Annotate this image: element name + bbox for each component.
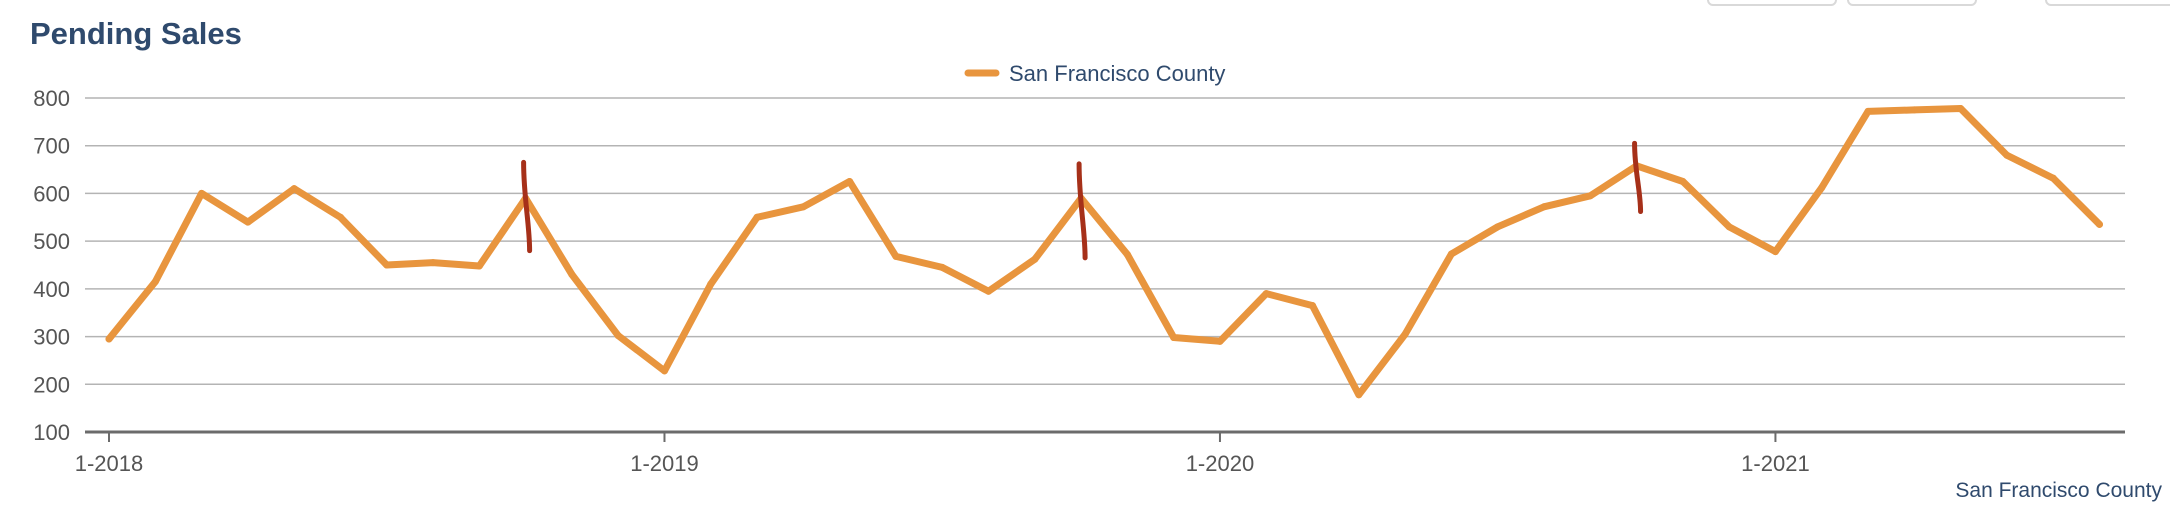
series-layer bbox=[105, 104, 2103, 399]
series-line bbox=[105, 105, 2103, 399]
legend[interactable]: San Francisco County bbox=[964, 61, 1225, 86]
x-tick-label: 1-2019 bbox=[630, 451, 699, 476]
data-point[interactable] bbox=[1355, 391, 1363, 399]
data-point[interactable] bbox=[2049, 174, 2057, 182]
data-point[interactable] bbox=[1540, 203, 1548, 211]
data-point[interactable] bbox=[1401, 330, 1409, 338]
data-point[interactable] bbox=[1957, 104, 1965, 112]
grid-lines bbox=[85, 97, 2125, 386]
data-point[interactable] bbox=[846, 178, 854, 185]
annotation-layer bbox=[521, 140, 1644, 261]
y-tick-label: 400 bbox=[33, 277, 70, 302]
data-point[interactable] bbox=[707, 280, 715, 288]
y-tick-label: 200 bbox=[33, 372, 70, 397]
data-point[interactable] bbox=[1771, 248, 1779, 256]
annotation-mark bbox=[1076, 161, 1088, 261]
y-tick-label: 300 bbox=[33, 325, 70, 350]
data-point[interactable] bbox=[568, 271, 576, 279]
data-point[interactable] bbox=[244, 218, 252, 226]
data-point[interactable] bbox=[2095, 220, 2103, 228]
data-point[interactable] bbox=[614, 332, 622, 340]
data-point[interactable] bbox=[198, 189, 206, 197]
data-point[interactable] bbox=[151, 278, 159, 286]
data-point[interactable] bbox=[2003, 151, 2011, 159]
source-label: San Francisco County bbox=[1955, 479, 2162, 502]
legend-label[interactable]: San Francisco County bbox=[1009, 61, 1225, 86]
chart-control-button-3[interactable] bbox=[2045, 0, 2170, 6]
data-point[interactable] bbox=[938, 263, 946, 271]
data-point[interactable] bbox=[985, 287, 993, 295]
data-point[interactable] bbox=[1262, 290, 1270, 298]
data-point[interactable] bbox=[290, 185, 298, 193]
y-tick-label: 600 bbox=[33, 181, 70, 206]
data-point[interactable] bbox=[1910, 106, 1918, 114]
annotation-mark bbox=[1632, 140, 1644, 215]
y-tick-label: 700 bbox=[33, 134, 70, 159]
data-point[interactable] bbox=[799, 203, 807, 211]
y-tick-label: 100 bbox=[33, 420, 70, 445]
chart-control-button-1[interactable] bbox=[1707, 0, 1837, 6]
data-point[interactable] bbox=[753, 213, 761, 221]
data-point[interactable] bbox=[1725, 223, 1733, 231]
data-point[interactable] bbox=[1170, 334, 1178, 342]
data-point[interactable] bbox=[383, 261, 391, 269]
y-tick-label: 800 bbox=[33, 86, 70, 111]
x-tick-label: 1-2020 bbox=[1186, 451, 1255, 476]
data-point[interactable] bbox=[475, 262, 483, 270]
data-point[interactable] bbox=[1818, 184, 1826, 192]
chart-control-button-2[interactable] bbox=[1847, 0, 1977, 6]
data-point[interactable] bbox=[1309, 302, 1317, 310]
y-tick-label: 500 bbox=[33, 229, 70, 254]
y-axis: 100 200 300 400 500 600 700 800 bbox=[33, 86, 70, 445]
data-point[interactable] bbox=[1216, 337, 1224, 345]
data-point[interactable] bbox=[660, 367, 668, 375]
data-point[interactable] bbox=[429, 259, 437, 267]
data-point[interactable] bbox=[1123, 251, 1131, 259]
data-point[interactable] bbox=[1864, 107, 1872, 115]
annotation-mark bbox=[521, 159, 533, 254]
x-tick-label: 1-2021 bbox=[1741, 451, 1810, 476]
data-point[interactable] bbox=[892, 252, 900, 260]
data-point[interactable] bbox=[105, 335, 113, 343]
data-point[interactable] bbox=[1031, 255, 1039, 263]
data-point[interactable] bbox=[1494, 223, 1502, 231]
data-point[interactable] bbox=[1586, 192, 1594, 200]
data-point[interactable] bbox=[1447, 250, 1455, 258]
data-point[interactable] bbox=[336, 213, 344, 221]
chart-title: Pending Sales bbox=[30, 16, 242, 51]
data-point[interactable] bbox=[1679, 178, 1687, 185]
x-axis: 1-2018 1-2019 1-2020 1-2021 bbox=[75, 430, 2125, 476]
x-tick-label: 1-2018 bbox=[75, 451, 144, 476]
